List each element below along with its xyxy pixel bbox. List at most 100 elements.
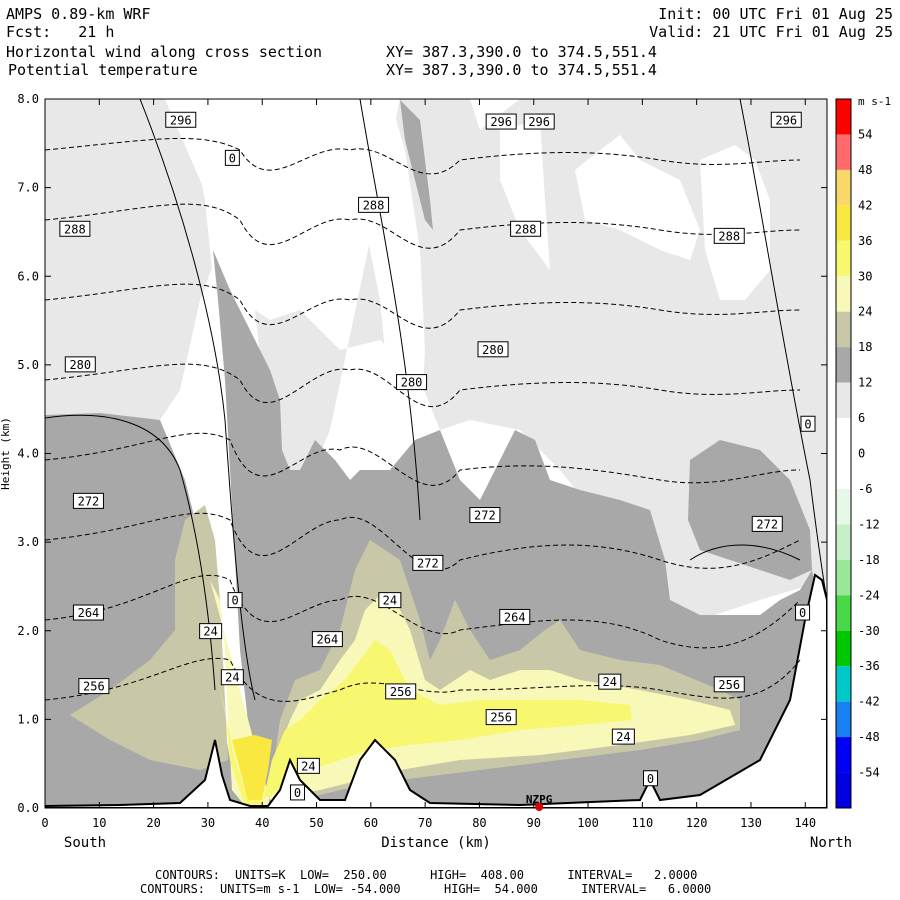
y-tick-label: 6.0 xyxy=(17,269,39,283)
x-tick-label: 60 xyxy=(364,816,378,830)
colorbar-swatch xyxy=(836,595,851,631)
theta-label: 264 xyxy=(78,606,100,620)
x-tick-label: 40 xyxy=(255,816,269,830)
theta-label-box xyxy=(358,196,390,213)
colorbar-swatch xyxy=(836,382,851,419)
theta-label-box xyxy=(713,227,745,244)
colorbar-level: 24 xyxy=(858,305,872,319)
theta-label: 256 xyxy=(83,680,105,694)
wind-label: 0 xyxy=(799,606,806,620)
y-tick-label: 4.0 xyxy=(17,447,39,461)
colorbar-swatch xyxy=(836,205,851,241)
colorbar-swatch xyxy=(836,99,851,135)
x-tick-label: 110 xyxy=(632,816,654,830)
colorbar-swatch xyxy=(836,524,851,560)
field1-xy: XY= 387.3,390.0 to 374.5,551.4 xyxy=(386,43,657,61)
colorbar-swatch xyxy=(836,488,851,525)
wind-fill-layer xyxy=(45,99,827,808)
colorbar-level: -6 xyxy=(858,482,872,496)
theta-label: 256 xyxy=(490,711,512,725)
theta-label: 272 xyxy=(756,517,778,531)
wind-label-box xyxy=(643,770,659,787)
theta-label: 264 xyxy=(317,633,339,647)
theta-label-box xyxy=(72,604,104,621)
theta-label-box xyxy=(78,678,110,695)
colorbar-level: -18 xyxy=(858,553,880,567)
colorbar-level: 48 xyxy=(858,163,872,177)
y-tick-label: 7.0 xyxy=(17,181,39,195)
y-tick-label: 5.0 xyxy=(17,358,39,372)
colorbar-swatch xyxy=(836,240,851,277)
colorbar-level: 12 xyxy=(858,376,872,390)
theta-label: 256 xyxy=(390,685,412,699)
wind-label-box xyxy=(290,784,306,801)
theta-label: 296 xyxy=(490,115,512,129)
x-tick-label: 70 xyxy=(418,816,432,830)
colorbar-swatch xyxy=(836,418,851,454)
colorbar-level: 54 xyxy=(858,127,872,141)
colorbar-swatch xyxy=(836,772,851,808)
theta-label-box xyxy=(510,220,542,237)
colorbar-level: -24 xyxy=(858,588,880,602)
theta-label: 280 xyxy=(401,376,423,390)
wind-label-box xyxy=(220,669,244,686)
y-tick-label: 3.0 xyxy=(17,535,39,549)
y-tick-label: 2.0 xyxy=(17,624,39,638)
footer-line2-label: CONTOURS: xyxy=(140,882,206,896)
theta-label-box xyxy=(751,515,783,532)
wind-label: 0 xyxy=(294,786,301,800)
x-tick-label: 100 xyxy=(577,816,599,830)
wind-label-box xyxy=(800,415,816,432)
y-tick-label: 1.0 xyxy=(17,712,39,726)
theta-label-box xyxy=(469,507,501,524)
x-tick-label: 10 xyxy=(92,816,106,830)
field2-xy: XY= 387.3,390.0 to 374.5,551.4 xyxy=(386,61,657,79)
wind-label-box xyxy=(611,728,635,745)
theta-label-box xyxy=(396,374,428,391)
x-tick-label: 80 xyxy=(472,816,486,830)
wind-label-box xyxy=(227,592,243,609)
y-axis-label: Height (km) xyxy=(0,417,12,490)
colorbar-swatch xyxy=(836,276,851,312)
colorbar-swatch xyxy=(836,453,851,489)
theta-label-box xyxy=(499,608,531,625)
wind-label: 24 xyxy=(203,625,217,639)
x-tick-label: 130 xyxy=(740,816,762,830)
theta-label-box xyxy=(477,341,509,358)
forecast-hour: Fcst: 21 h xyxy=(6,23,115,41)
theta-label: 288 xyxy=(64,222,86,236)
wind-label-box xyxy=(795,604,811,621)
wind-label: 24 xyxy=(616,730,630,744)
colorbar-level: -12 xyxy=(858,517,880,531)
colorbar-swatch xyxy=(836,701,851,738)
theta-contours xyxy=(45,137,801,702)
colorbar-swatch xyxy=(836,666,851,702)
colorbar-level: -48 xyxy=(858,730,880,744)
colorbar-level: -54 xyxy=(858,766,880,780)
theta-label-box xyxy=(59,220,91,237)
x-tick-label: 50 xyxy=(309,816,323,830)
x-tick-label: 30 xyxy=(201,816,215,830)
theta-label-box xyxy=(485,113,517,130)
theta-label-box xyxy=(770,111,802,128)
wind-label: 0 xyxy=(647,772,654,786)
colorbar-level: 0 xyxy=(858,447,865,461)
theta-label: 296 xyxy=(528,115,550,129)
theta-label-box xyxy=(72,492,104,509)
valid-time: Valid: 21 UTC Fri 01 Aug 25 xyxy=(649,23,893,41)
theta-label: 288 xyxy=(363,198,385,212)
footer-line2: UNITS=m s-1 LOW= -54.000 HIGH= 54.000 IN… xyxy=(220,882,712,896)
x-tick-label: 120 xyxy=(686,816,708,830)
theta-label: 296 xyxy=(170,113,192,127)
colorbar-level: 36 xyxy=(858,234,872,248)
theta-label: 272 xyxy=(78,494,100,508)
colorbar-level: -42 xyxy=(858,695,880,709)
footer-line1-label: CONTOURS: xyxy=(155,868,221,882)
theta-label-box xyxy=(523,113,555,130)
field2-name: Potential temperature xyxy=(8,61,198,79)
colorbar: 54 48 42 36 30 24 18 12 6 0 -6 -12 -18 -24 -30 -36 -42 -4… xyxy=(835,95,891,809)
colorbar-swatch xyxy=(836,311,851,348)
wind-label: 24 xyxy=(603,675,617,689)
colorbar-frame xyxy=(835,98,852,809)
theta-label-box xyxy=(64,356,96,373)
